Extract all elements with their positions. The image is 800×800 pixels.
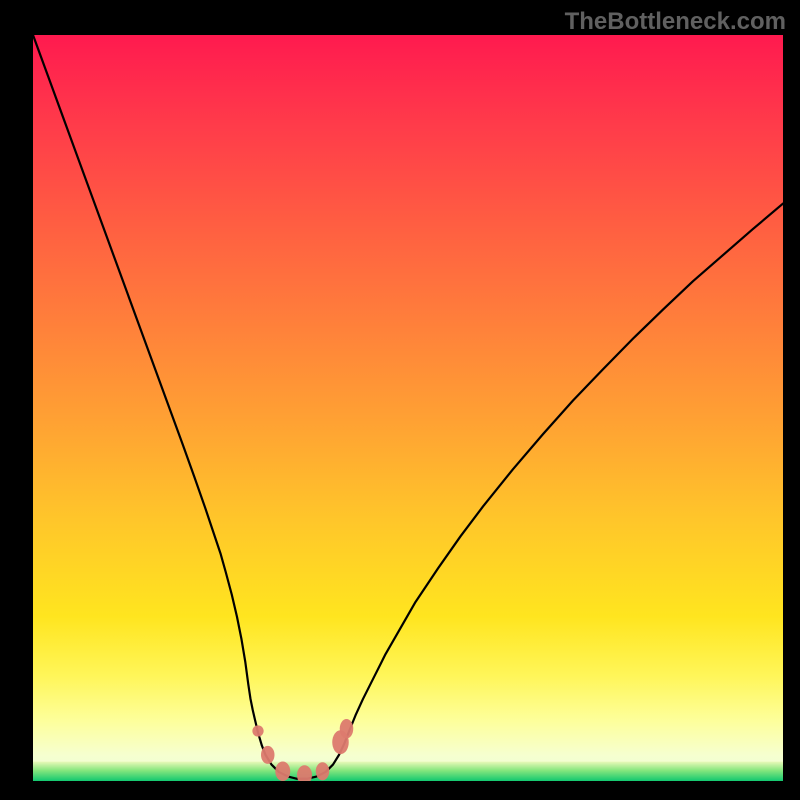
marker-point — [316, 762, 330, 780]
marker-point — [340, 719, 354, 739]
marker-point — [261, 746, 275, 764]
chart-container: TheBottleneck.com — [0, 0, 800, 800]
watermark-label: TheBottleneck.com — [565, 8, 786, 36]
chart-svg — [33, 35, 783, 781]
marker-point — [275, 762, 290, 781]
gradient-background — [33, 35, 783, 781]
marker-point — [252, 725, 263, 736]
green-band — [33, 762, 783, 781]
plot-area — [33, 35, 783, 781]
